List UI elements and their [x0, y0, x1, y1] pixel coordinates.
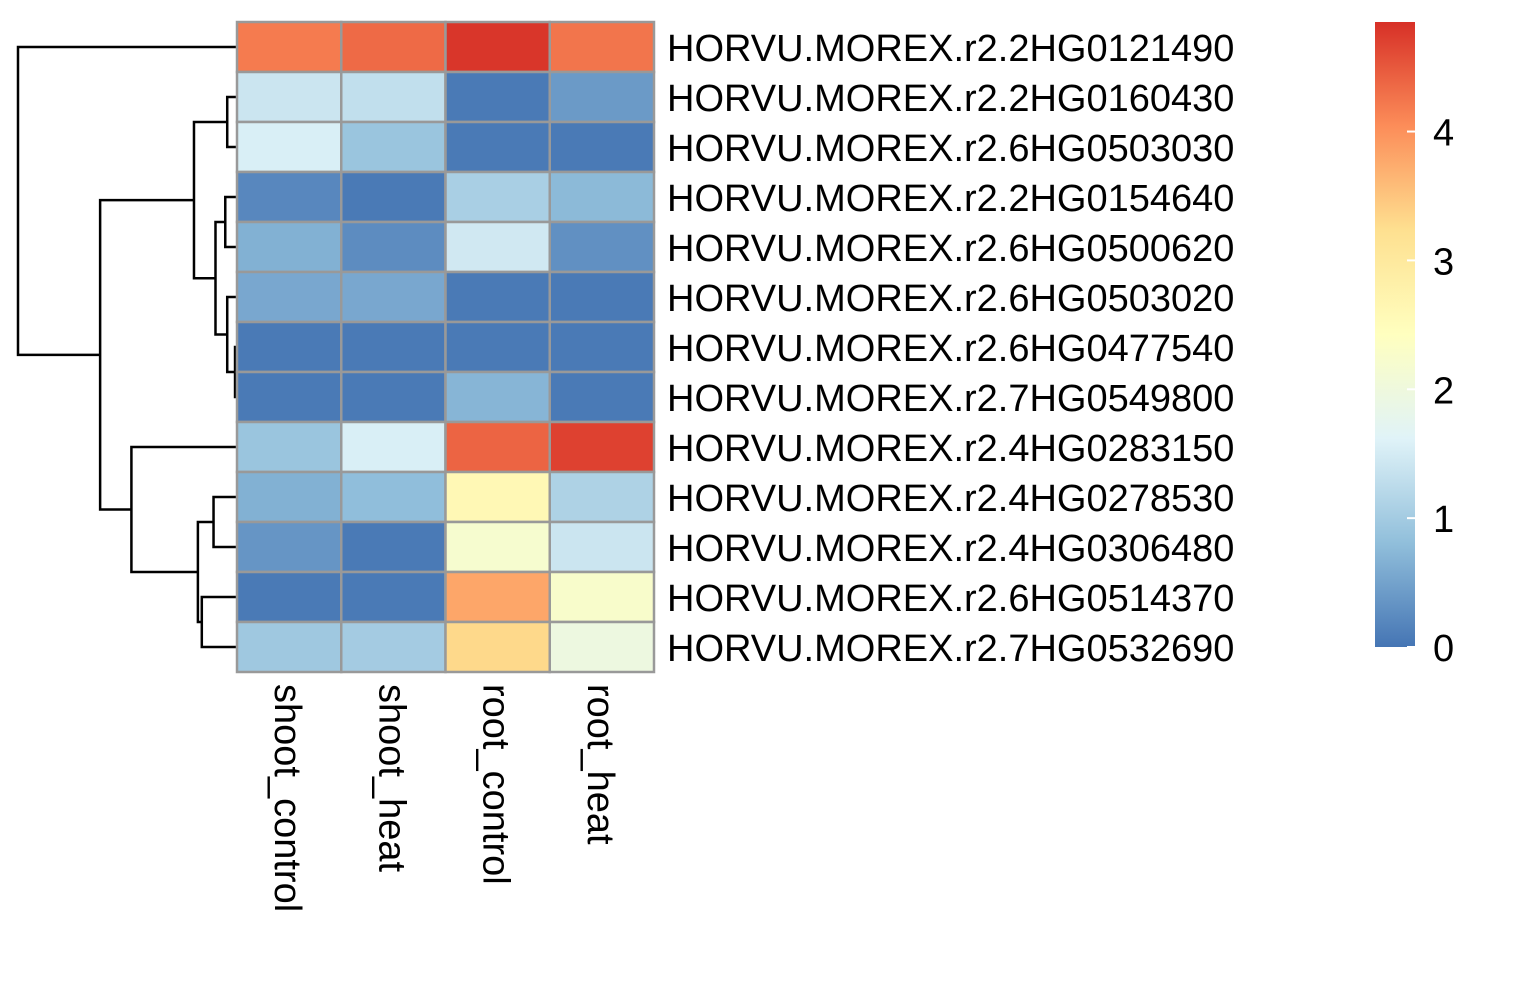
heatmap-cell-r8-c4 — [548, 370, 656, 424]
legend-tick-label: 2 — [1433, 370, 1454, 412]
dendrogram-branch — [16, 45, 237, 357]
heatmap-cell-r11-c3 — [444, 520, 551, 574]
heatmap-cell-r1-c1 — [235, 20, 343, 74]
heatmap-cell-r5-c1 — [235, 220, 343, 274]
heatmap-cell-r8-c2 — [340, 370, 447, 424]
heatmap-cell-r8-c3 — [444, 370, 551, 424]
heatmap-cell-r11-c2 — [340, 520, 447, 574]
legend-tick-label: 1 — [1433, 499, 1454, 541]
row-label: HORVU.MOREX.r2.4HG0278530 — [667, 478, 1234, 520]
heatmap-cell-r11-c1 — [235, 520, 343, 574]
heatmap-cell-r10-c2 — [340, 470, 447, 524]
row-label: HORVU.MOREX.r2.4HG0306480 — [667, 528, 1234, 570]
dendrogram-branch — [196, 520, 214, 624]
heatmap-cell-r3-c1 — [235, 120, 343, 174]
heatmap-cell-r9-c3 — [444, 420, 551, 474]
heatmap-cell-r3-c3 — [444, 120, 551, 174]
heatmap-cell-r1-c2 — [340, 20, 447, 74]
heatmap-cell-r12-c1 — [235, 570, 343, 624]
row-label: HORVU.MOREX.r2.6HG0503030 — [667, 128, 1234, 170]
legend-tick-label: 4 — [1433, 113, 1454, 155]
row-label: HORVU.MOREX.r2.6HG0514370 — [667, 578, 1234, 620]
dendrogram-branch — [192, 120, 228, 280]
heatmap-cell-r10-c4 — [548, 470, 656, 524]
heatmap-cell-r3-c2 — [340, 120, 447, 174]
heatmap-cell-r12-c3 — [444, 570, 551, 624]
heatmap-cell-r8-c1 — [235, 370, 343, 424]
row-label: HORVU.MOREX.r2.6HG0500620 — [667, 228, 1234, 270]
column-label: shoot_heat — [370, 684, 412, 872]
heatmap-cell-r2-c2 — [340, 70, 447, 124]
heatmap-cell-r13-c4 — [548, 620, 656, 674]
heatmap-cell-r7-c4 — [548, 320, 656, 374]
heatmap-cell-r4-c4 — [548, 170, 656, 224]
heatmap-cell-r4-c3 — [444, 170, 551, 224]
heatmap-cells — [235, 20, 656, 674]
heatmap-cell-r7-c1 — [235, 320, 343, 374]
heatmap-cell-r6-c4 — [548, 270, 656, 324]
dendrogram-branch — [98, 198, 194, 511]
legend-color-bar — [1375, 22, 1415, 647]
heatmap-cell-r1-c3 — [444, 20, 551, 74]
legend-tick-label: 0 — [1433, 628, 1454, 670]
heatmap-cell-r6-c1 — [235, 270, 343, 324]
dendrogram-branch — [212, 495, 237, 549]
heatmap-cell-r11-c4 — [548, 520, 656, 574]
heatmap-cell-r10-c1 — [235, 470, 343, 524]
heatmap-cell-r3-c4 — [548, 120, 656, 174]
heatmap-cell-r9-c1 — [235, 420, 343, 474]
heatmap-cell-r12-c2 — [340, 570, 447, 624]
column-label: root_heat — [579, 684, 621, 845]
column-label: shoot_control — [266, 684, 308, 912]
heatmap-cell-r13-c1 — [235, 620, 343, 674]
dendrogram-branch — [200, 595, 237, 649]
heatmap-cell-r13-c3 — [444, 620, 551, 674]
row-label: HORVU.MOREX.r2.2HG0121490 — [667, 28, 1234, 70]
heatmap-cell-r6-c3 — [444, 270, 551, 324]
heatmap-cell-r10-c3 — [444, 470, 551, 524]
heatmap-cell-r5-c2 — [340, 220, 447, 274]
row-label: HORVU.MOREX.r2.7HG0532690 — [667, 628, 1234, 670]
heatmap-cell-r1-c4 — [548, 20, 656, 74]
heatmap-cell-r2-c4 — [548, 70, 656, 124]
dendrogram-branch — [225, 95, 237, 149]
heatmap-cell-r6-c2 — [340, 270, 447, 324]
row-labels: HORVU.MOREX.r2.2HG0121490 HORVU.MOREX.r2.… — [667, 28, 1234, 670]
heatmap-cell-r7-c2 — [340, 320, 447, 374]
dendrogram-branch — [224, 195, 237, 249]
heatmap-cell-r13-c2 — [340, 620, 447, 674]
heatmap-cell-r2-c3 — [444, 70, 551, 124]
heatmap-cell-r7-c3 — [444, 320, 551, 374]
row-label: HORVU.MOREX.r2.6HG0477540 — [667, 328, 1234, 370]
dendrogram-branch — [130, 445, 237, 574]
heatmap-cell-r4-c2 — [340, 170, 447, 224]
row-label: HORVU.MOREX.r2.4HG0283150 — [667, 428, 1234, 470]
row-label: HORVU.MOREX.r2.6HG0503020 — [667, 278, 1234, 320]
column-labels: shoot_control shoot_heat root_control root_… — [266, 684, 621, 912]
heatmap-cell-r4-c1 — [235, 170, 343, 224]
row-label: HORVU.MOREX.r2.2HG0160430 — [667, 78, 1234, 120]
heatmap-cell-r9-c4 — [548, 420, 656, 474]
column-label: root_control — [475, 684, 517, 885]
row-dendrogram — [16, 45, 237, 649]
heatmap-cell-r5-c4 — [548, 220, 656, 274]
row-label: HORVU.MOREX.r2.2HG0154640 — [667, 178, 1234, 220]
heatmap-cell-r12-c4 — [548, 570, 656, 624]
heatmap-cell-r2-c1 — [235, 70, 343, 124]
color-legend: 0 1 2 3 4 — [1375, 22, 1454, 670]
heatmap-cell-r9-c2 — [340, 420, 447, 474]
legend-tick-label: 3 — [1433, 241, 1454, 283]
heatmap-cell-r5-c3 — [444, 220, 551, 274]
row-label: HORVU.MOREX.r2.7HG0549800 — [667, 378, 1234, 420]
